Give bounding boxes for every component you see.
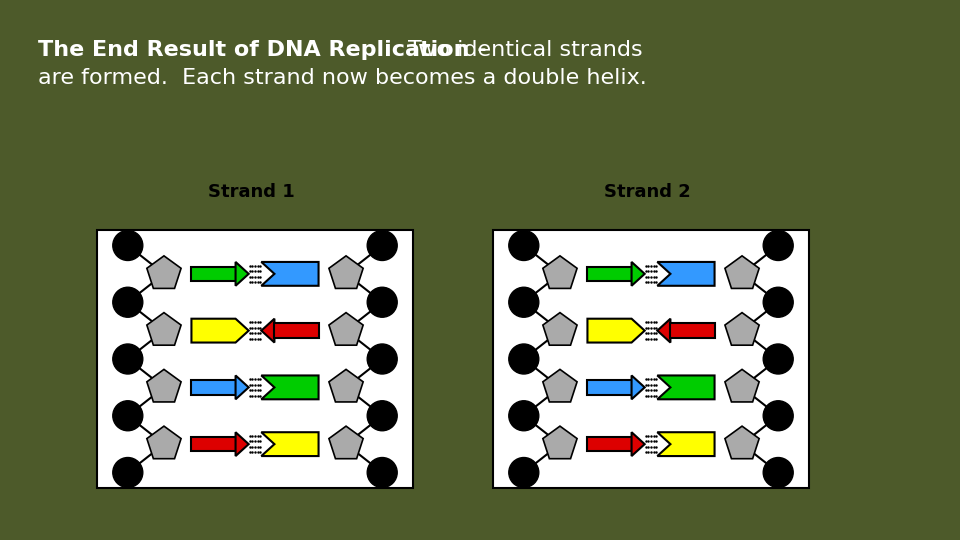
- Circle shape: [509, 344, 539, 374]
- Bar: [588, 380, 632, 395]
- Polygon shape: [632, 375, 645, 399]
- Text: Strand 2: Strand 2: [604, 183, 690, 201]
- Polygon shape: [725, 256, 759, 288]
- Polygon shape: [658, 375, 714, 399]
- Polygon shape: [725, 369, 759, 402]
- Polygon shape: [235, 262, 249, 286]
- Polygon shape: [329, 313, 363, 345]
- Circle shape: [113, 401, 143, 431]
- Bar: [191, 267, 235, 281]
- Polygon shape: [235, 375, 249, 399]
- Circle shape: [763, 231, 793, 260]
- Polygon shape: [261, 375, 319, 399]
- Polygon shape: [632, 432, 645, 456]
- Circle shape: [763, 457, 793, 488]
- Bar: [191, 380, 235, 395]
- Circle shape: [367, 401, 397, 431]
- Circle shape: [763, 401, 793, 431]
- Circle shape: [367, 457, 397, 488]
- Text: Two identical strands: Two identical strands: [408, 40, 642, 60]
- Polygon shape: [235, 432, 249, 456]
- Polygon shape: [725, 426, 759, 458]
- Polygon shape: [147, 426, 181, 458]
- Polygon shape: [542, 256, 577, 288]
- Polygon shape: [542, 313, 577, 345]
- Bar: [191, 437, 235, 451]
- Polygon shape: [658, 262, 714, 286]
- Polygon shape: [658, 319, 670, 342]
- Circle shape: [367, 344, 397, 374]
- Polygon shape: [725, 313, 759, 345]
- Polygon shape: [329, 426, 363, 458]
- Bar: [588, 267, 632, 281]
- Circle shape: [113, 231, 143, 260]
- Polygon shape: [329, 256, 363, 288]
- Circle shape: [763, 344, 793, 374]
- Bar: [275, 323, 319, 338]
- Circle shape: [367, 231, 397, 260]
- Text: are formed.  Each strand now becomes a double helix.: are formed. Each strand now becomes a do…: [38, 68, 647, 88]
- Polygon shape: [658, 432, 714, 456]
- Polygon shape: [261, 319, 275, 342]
- Circle shape: [113, 344, 143, 374]
- Bar: [97, 230, 413, 488]
- Polygon shape: [261, 432, 319, 456]
- Polygon shape: [147, 256, 181, 288]
- Polygon shape: [147, 369, 181, 402]
- Polygon shape: [588, 319, 645, 342]
- Polygon shape: [542, 369, 577, 402]
- Bar: [670, 323, 714, 338]
- Circle shape: [509, 401, 539, 431]
- Polygon shape: [261, 262, 319, 286]
- Polygon shape: [632, 262, 645, 286]
- Circle shape: [763, 287, 793, 317]
- Circle shape: [113, 287, 143, 317]
- Polygon shape: [191, 319, 249, 342]
- Circle shape: [367, 287, 397, 317]
- Text: The End Result of DNA Replication -: The End Result of DNA Replication -: [38, 40, 494, 60]
- Circle shape: [509, 231, 539, 260]
- Circle shape: [113, 457, 143, 488]
- Text: Strand 1: Strand 1: [207, 183, 295, 201]
- Circle shape: [509, 457, 539, 488]
- Polygon shape: [329, 369, 363, 402]
- Circle shape: [509, 287, 539, 317]
- Bar: [493, 230, 809, 488]
- Bar: [588, 437, 632, 451]
- Polygon shape: [542, 426, 577, 458]
- Polygon shape: [147, 313, 181, 345]
